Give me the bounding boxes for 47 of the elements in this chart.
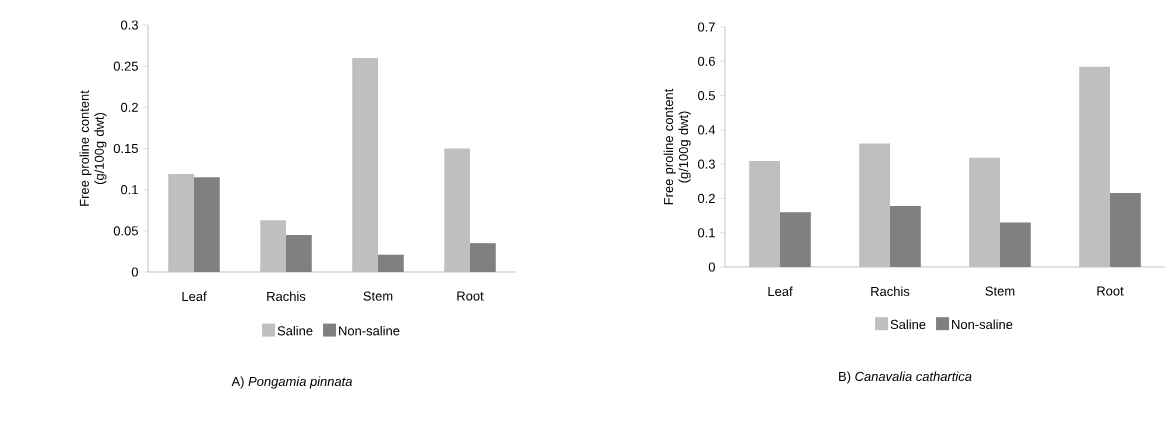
y-axis-title: Free proline content (g/100g dwt) — [663, 88, 691, 205]
bar — [749, 161, 781, 267]
bar — [470, 243, 496, 272]
text: A) Pongamia pinnata — [231, 376, 353, 389]
bar — [780, 212, 811, 267]
x-tick-label: Root — [1097, 286, 1124, 296]
bar — [969, 157, 1001, 267]
y-axis-title: Free proline content (g/100g dwt) — [79, 90, 107, 206]
y-tick-label: 0.3 — [697, 159, 715, 169]
y-tick-label: 0 — [131, 267, 138, 277]
bar — [890, 205, 921, 267]
y-tick-label: 0.2 — [697, 193, 715, 204]
bar — [352, 57, 378, 272]
bar — [260, 220, 286, 272]
legend-label: Saline — [890, 319, 926, 330]
x-tick-label: Root — [457, 291, 484, 301]
y-tick-label: 0.05 — [113, 226, 138, 236]
y-tick-label: 0.25 — [113, 61, 138, 71]
y-tick-label: 0 — [708, 262, 715, 272]
bar — [1000, 222, 1031, 267]
y-tick-label: 0.4 — [697, 125, 716, 135]
bar — [286, 234, 312, 272]
legend-label: Non-saline — [952, 319, 1013, 330]
bar — [444, 148, 470, 272]
y-tick-label: 0.2 — [120, 102, 138, 112]
y-tick-label: 0.1 — [697, 228, 715, 238]
legend-label: Saline — [277, 325, 313, 336]
y-tick-label: 0.7 — [697, 22, 715, 32]
x-tick-label: Rachis — [267, 291, 306, 302]
bar — [378, 254, 404, 272]
bar — [168, 174, 194, 272]
bar — [194, 177, 220, 272]
x-tick-label: Rachis — [871, 286, 910, 297]
x-tick-label: Stem — [363, 291, 393, 301]
bar — [1079, 66, 1111, 267]
y-tick-label: 0.6 — [697, 56, 715, 66]
x-tick-label: Leaf — [182, 291, 207, 302]
bar — [1110, 192, 1141, 267]
bar — [859, 143, 891, 267]
text: B) Canavalia cathartica — [839, 371, 972, 384]
legend-label: Non-saline — [339, 325, 400, 336]
y-tick-label: 0.15 — [113, 143, 138, 154]
x-tick-label: Leaf — [768, 286, 793, 297]
y-tick-label: 0.1 — [120, 185, 138, 195]
x-tick-label: Stem — [985, 286, 1015, 296]
y-tick-label: 0.3 — [120, 20, 138, 30]
y-tick-label: 0.5 — [697, 90, 715, 101]
